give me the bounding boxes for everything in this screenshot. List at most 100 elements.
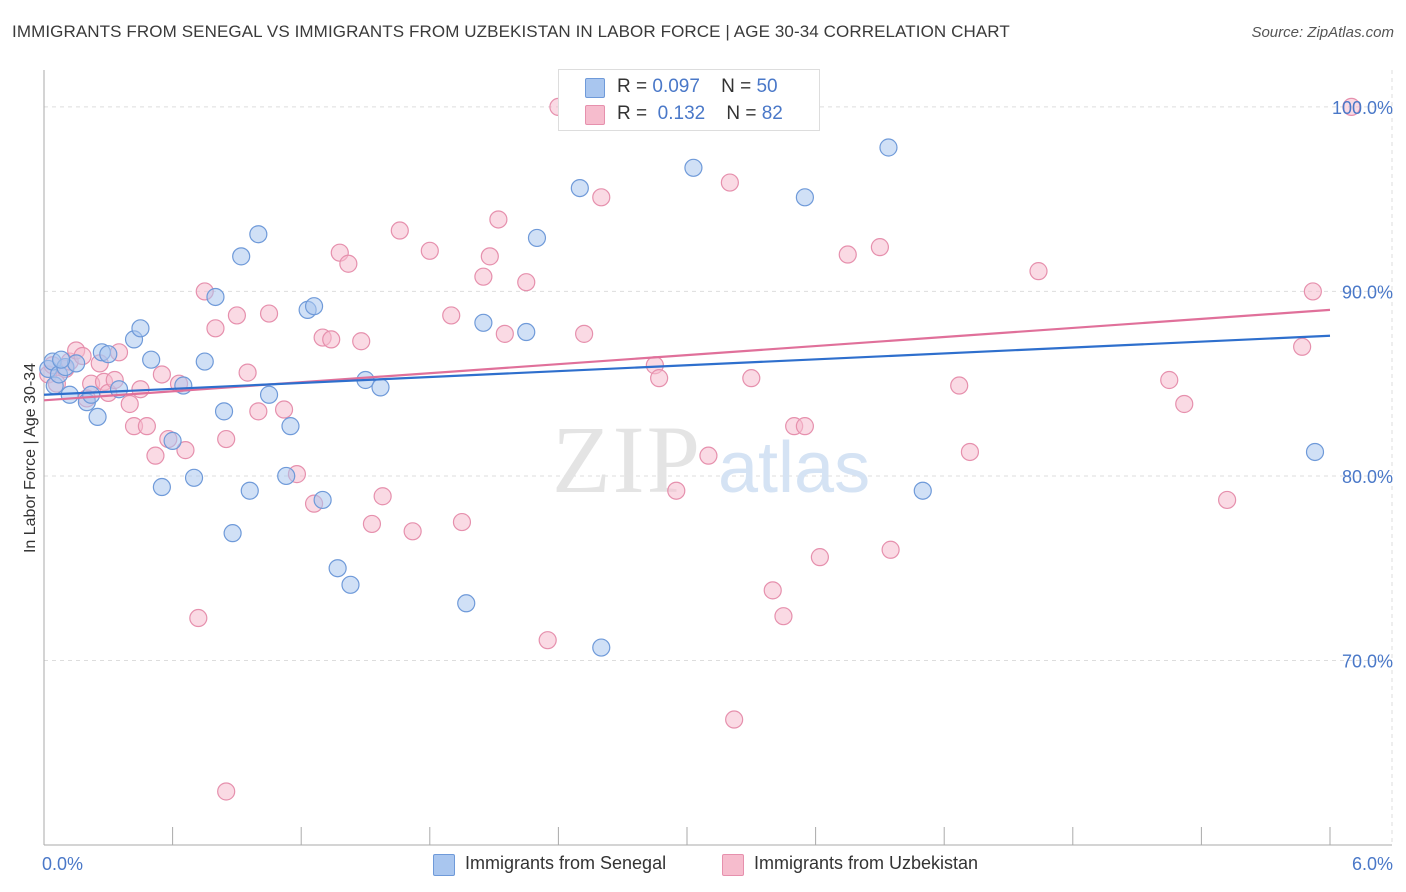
data-point xyxy=(189,608,208,628)
data-point xyxy=(371,378,390,397)
data-point xyxy=(223,524,242,543)
data-point xyxy=(1175,394,1194,414)
data-point xyxy=(725,710,744,729)
n-label: N = xyxy=(726,103,757,124)
data-point xyxy=(259,385,279,404)
data-point xyxy=(146,446,165,465)
data-point xyxy=(109,380,129,399)
series-senegal-points xyxy=(39,92,1325,657)
data-point xyxy=(742,369,761,388)
data-point xyxy=(795,188,814,207)
data-point xyxy=(457,594,476,613)
data-point xyxy=(699,446,718,465)
x-tick-label: 6.0% xyxy=(1352,854,1393,874)
y-tick-label: 80.0% xyxy=(1342,467,1393,487)
data-point xyxy=(913,481,932,500)
data-point xyxy=(322,330,341,349)
data-point xyxy=(249,402,268,421)
data-point xyxy=(304,297,324,316)
data-point xyxy=(527,228,547,248)
data-point xyxy=(206,319,225,338)
data-point xyxy=(1305,442,1325,462)
data-point xyxy=(238,363,257,382)
data-point xyxy=(881,540,900,559)
data-point xyxy=(195,352,214,371)
trend-lines xyxy=(43,308,1331,402)
data-point xyxy=(281,417,300,436)
data-point xyxy=(352,332,371,351)
data-point xyxy=(1303,282,1322,301)
y-tick-label: 100.0% xyxy=(1332,98,1393,118)
y-tick-label: 90.0% xyxy=(1342,282,1393,302)
r-value-senegal: 0.097 xyxy=(652,76,700,97)
data-point xyxy=(592,188,611,207)
x-tick-label: 0.0% xyxy=(42,854,83,874)
data-point xyxy=(217,782,236,801)
data-point xyxy=(592,638,611,657)
data-point xyxy=(474,313,493,332)
data-point xyxy=(650,369,669,388)
r-value-uzbekistan: 0.132 xyxy=(657,103,706,124)
data-point xyxy=(341,575,360,594)
senegal-swatch xyxy=(585,78,605,98)
data-point xyxy=(227,306,246,325)
data-point xyxy=(232,247,251,266)
axes xyxy=(43,70,1392,846)
data-point xyxy=(390,221,409,240)
data-point xyxy=(838,245,857,264)
data-point xyxy=(88,407,107,427)
data-point xyxy=(137,417,156,436)
r-label: R = xyxy=(617,76,648,97)
data-point xyxy=(82,385,101,404)
senegal-legend-swatch xyxy=(433,854,455,876)
data-point xyxy=(480,247,499,266)
gridlines xyxy=(44,70,1393,845)
data-point xyxy=(277,466,296,486)
data-point xyxy=(249,225,268,244)
data-point xyxy=(870,238,890,257)
data-point xyxy=(667,481,686,500)
data-point xyxy=(763,581,782,600)
data-point xyxy=(99,345,118,364)
data-point xyxy=(313,490,332,510)
data-point xyxy=(120,394,139,414)
data-point xyxy=(403,522,422,541)
data-point xyxy=(960,442,980,462)
data-point xyxy=(1160,370,1179,390)
data-point xyxy=(217,429,236,449)
data-point xyxy=(373,487,392,506)
data-point xyxy=(517,322,536,342)
data-point xyxy=(240,481,259,500)
uzbekistan-legend-swatch xyxy=(722,854,744,876)
data-point xyxy=(1293,337,1312,356)
data-point xyxy=(810,548,829,567)
data-point xyxy=(274,400,294,419)
series-uzbekistan-points xyxy=(39,97,1361,801)
data-point xyxy=(684,158,703,177)
data-point xyxy=(339,254,358,273)
data-point xyxy=(67,354,86,373)
r-label: R = xyxy=(617,103,648,124)
uzbekistan-swatch xyxy=(585,105,605,125)
data-point xyxy=(517,273,536,292)
data-point xyxy=(489,210,508,229)
data-point xyxy=(152,477,171,497)
correlation-legend: R = 0.097 N = 50 R = 0.132 N = 82 xyxy=(558,69,820,131)
data-point xyxy=(575,324,594,343)
data-point xyxy=(420,241,439,260)
data-point xyxy=(206,287,225,307)
data-point xyxy=(259,304,279,323)
data-point xyxy=(795,417,814,436)
y-tick-label: 70.0% xyxy=(1342,651,1393,671)
data-point xyxy=(176,441,195,460)
data-point xyxy=(362,514,382,534)
data-point xyxy=(1218,490,1237,510)
uzbekistan-legend-label: Immigrants from Uzbekistan xyxy=(754,853,979,873)
data-point xyxy=(52,350,71,369)
data-point xyxy=(950,376,969,395)
data-point xyxy=(152,365,171,384)
data-point xyxy=(328,559,347,578)
trend-line-senegal xyxy=(43,334,1331,396)
data-point xyxy=(442,306,461,325)
